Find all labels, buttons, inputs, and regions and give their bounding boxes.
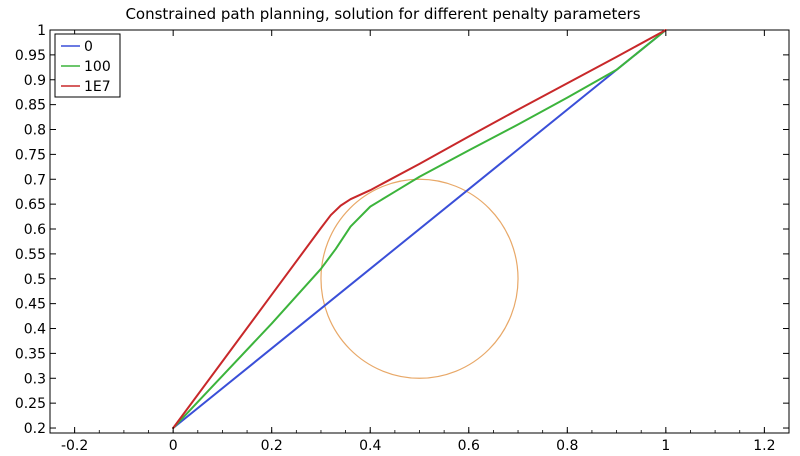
x-tick-label: 1 bbox=[661, 438, 670, 454]
y-tick-label: 0.55 bbox=[15, 247, 46, 263]
x-tick-label: 0.8 bbox=[556, 438, 578, 454]
x-tick-label: 0.2 bbox=[261, 438, 283, 454]
x-tick-label: 0.6 bbox=[458, 438, 480, 454]
x-tick-label: 1.2 bbox=[753, 438, 775, 454]
y-tick-label: 0.2 bbox=[24, 421, 46, 437]
y-tick-label: 0.45 bbox=[15, 297, 46, 313]
obstacle-circle bbox=[320, 178, 519, 379]
y-tick-label: 0.4 bbox=[24, 322, 46, 338]
legend-label-0: 0 bbox=[84, 39, 93, 55]
legend: 0 100 1E7 bbox=[54, 33, 121, 98]
series-layer bbox=[172, 29, 667, 430]
legend-label-1: 100 bbox=[84, 59, 111, 75]
y-tick-label: 0.6 bbox=[24, 222, 46, 238]
x-tick-label: 0 bbox=[169, 438, 178, 454]
y-axis: 0.2 0.25 0.3 0.35 0.4 0.45 0.5 0.55 0.6 0.65 0.7 0.… bbox=[15, 23, 789, 437]
y-tick-label: 0.95 bbox=[15, 48, 46, 64]
y-tick-label: 0.85 bbox=[15, 98, 46, 114]
y-tick-label: 0.65 bbox=[15, 197, 46, 213]
series-line-1 bbox=[172, 29, 667, 430]
x-tick-label: 0.4 bbox=[359, 438, 381, 454]
plot-area bbox=[49, 29, 790, 434]
annotations-layer bbox=[320, 178, 519, 379]
y-tick-label: 0.8 bbox=[24, 123, 46, 139]
series-line-0 bbox=[172, 29, 667, 430]
y-tick-label: 0.5 bbox=[24, 272, 46, 288]
chart-title: Constrained path planning, solution for … bbox=[125, 5, 640, 23]
x-tick-label: -0.2 bbox=[61, 438, 88, 454]
y-tick-label: 0.9 bbox=[24, 73, 46, 89]
series-line-2 bbox=[172, 29, 667, 430]
y-tick-label: 0.75 bbox=[15, 147, 46, 163]
y-tick-label: 0.25 bbox=[15, 396, 46, 412]
y-tick-label: 0.3 bbox=[24, 371, 46, 387]
x-axis: -0.2 0 0.2 0.4 0.6 0.8 1 1.2 bbox=[61, 30, 775, 454]
legend-label-2: 1E7 bbox=[84, 79, 111, 95]
y-tick-label: 0.7 bbox=[24, 172, 46, 188]
y-tick-label: 0.35 bbox=[15, 346, 46, 362]
y-tick-label: 1 bbox=[37, 23, 46, 39]
